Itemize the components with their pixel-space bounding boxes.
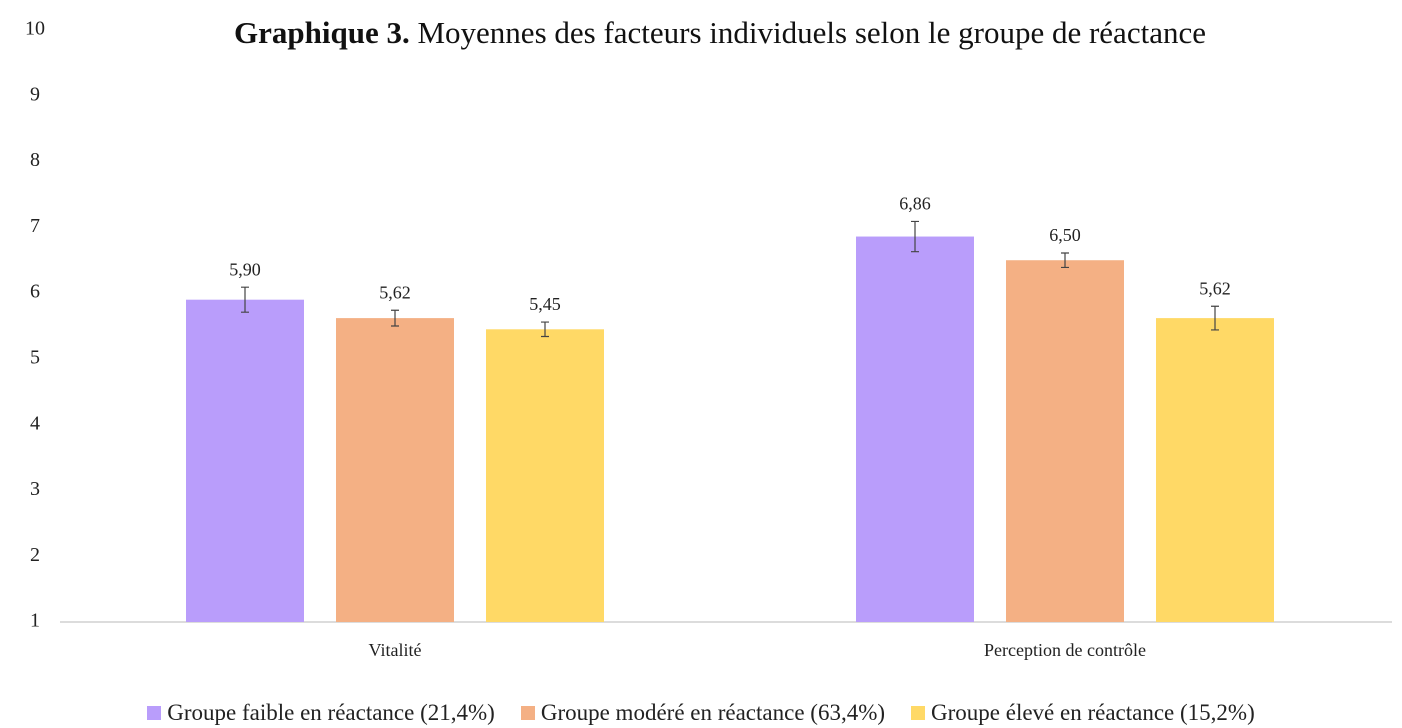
error-bar bbox=[911, 220, 919, 253]
error-bar bbox=[541, 321, 549, 338]
bar bbox=[486, 329, 604, 622]
y-tick-label: 10 bbox=[25, 18, 45, 40]
y-tick-label: 6 bbox=[30, 281, 40, 303]
y-tick-label: 3 bbox=[30, 478, 40, 500]
value-label: 5,62 bbox=[379, 282, 411, 302]
value-label: 5,90 bbox=[229, 259, 261, 279]
bar bbox=[856, 236, 974, 622]
y-tick-label: 1 bbox=[30, 610, 40, 632]
legend-swatch bbox=[520, 706, 535, 720]
bar bbox=[1156, 318, 1274, 622]
value-label: 5,62 bbox=[1199, 278, 1231, 298]
bar bbox=[1006, 260, 1124, 622]
y-tick-label: 9 bbox=[30, 83, 40, 105]
title-text: Moyennes des facteurs individuels selon … bbox=[417, 15, 1206, 50]
value-label: 5,45 bbox=[529, 294, 561, 314]
y-tick-label: 2 bbox=[30, 544, 40, 566]
legend: Groupe faible en réactance (21,4%) Groupe… bbox=[0, 700, 1402, 726]
y-tick-label: 4 bbox=[30, 412, 40, 434]
error-bar bbox=[241, 286, 249, 313]
chart-title: Graphique 3. Moyennes des facteurs indiv… bbox=[200, 14, 1240, 51]
legend-label: Groupe modéré en réactance (63,4%) bbox=[540, 700, 886, 725]
x-tick-label: Vitalité bbox=[369, 640, 422, 660]
error-bar bbox=[1061, 252, 1069, 269]
title-prefix: Graphique 3. bbox=[234, 15, 410, 50]
legend-item: Groupe élevé en réactance (15,2%) bbox=[911, 700, 1255, 726]
legend-item: Groupe faible en réactance (21,4%) bbox=[147, 700, 495, 726]
bar bbox=[336, 318, 454, 622]
y-tick-label: 7 bbox=[30, 215, 40, 237]
y-tick-label: 5 bbox=[30, 346, 40, 368]
legend-label: Groupe élevé en réactance (15,2%) bbox=[931, 700, 1255, 725]
legend-label: Groupe faible en réactance (21,4%) bbox=[167, 700, 495, 725]
legend-item: Groupe modéré en réactance (63,4%) bbox=[520, 700, 886, 726]
value-label: 6,50 bbox=[1049, 225, 1081, 245]
legend-swatch bbox=[911, 706, 926, 720]
bar bbox=[186, 299, 304, 622]
error-bar bbox=[391, 309, 399, 327]
y-tick-label: 8 bbox=[30, 149, 40, 171]
x-tick-label: Perception de contrôle bbox=[984, 640, 1146, 660]
legend-swatch bbox=[147, 706, 162, 720]
error-bar bbox=[1211, 305, 1219, 331]
value-label: 6,86 bbox=[899, 194, 931, 214]
